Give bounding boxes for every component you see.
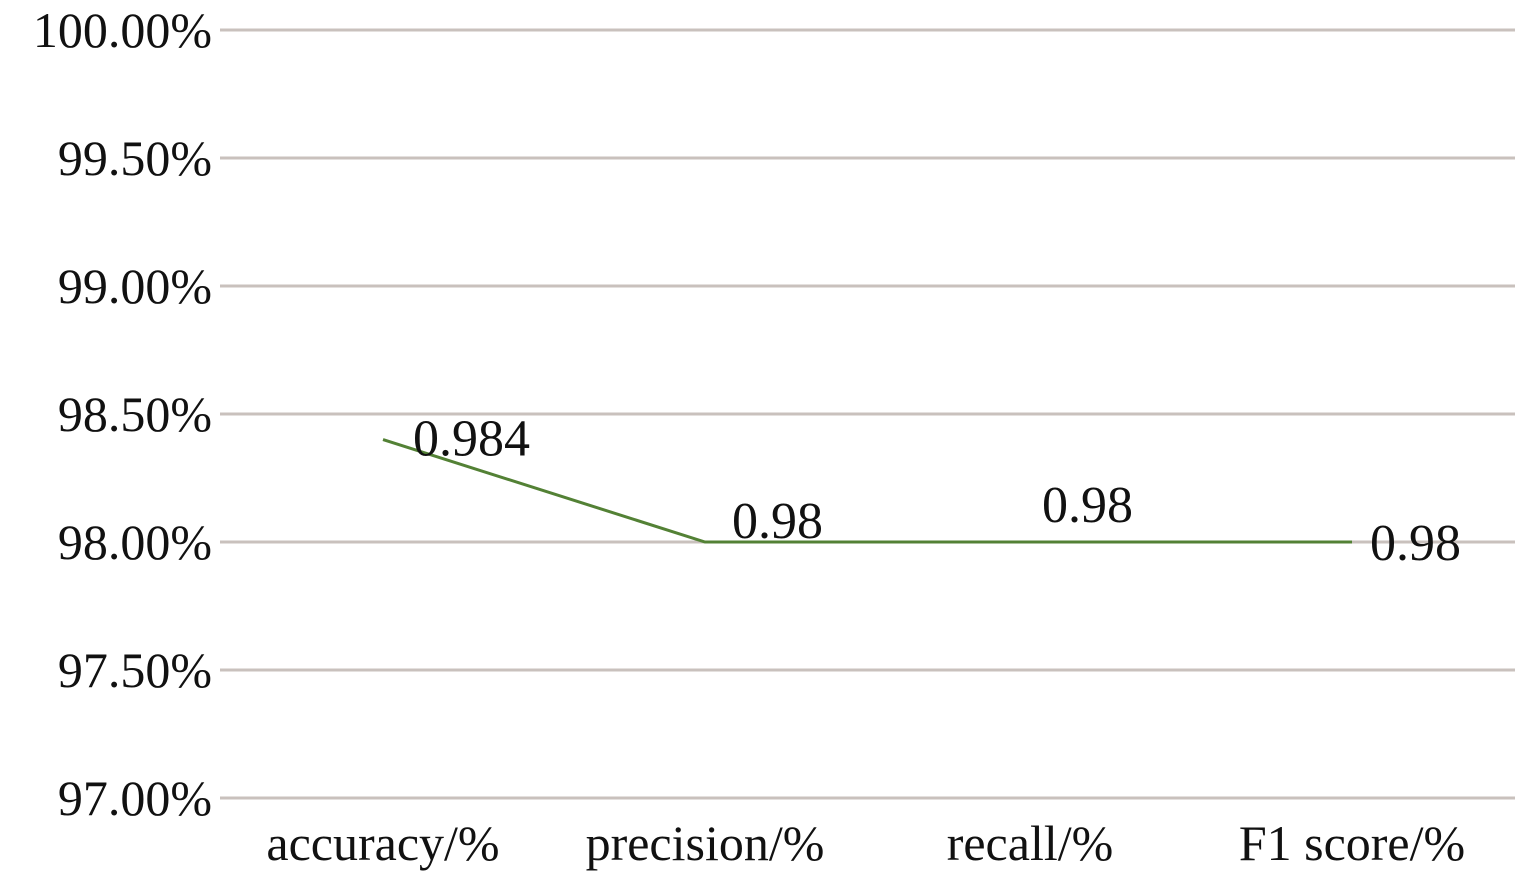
x-category-label: recall/% [947, 815, 1114, 871]
x-category-label: precision/% [586, 815, 825, 871]
x-axis-category-labels: accuracy/% precision/% recall/% F1 score/% [266, 815, 1465, 871]
series-line [382, 438, 1352, 544]
y-axis-tick-labels: 100.00% 99.50% 99.00% 98.50% 98.00% 97.50% 97.… [33, 2, 212, 826]
y-tick-label: 98.00% [58, 514, 212, 570]
x-category-label: accuracy/% [266, 815, 499, 871]
y-tick-label: 98.50% [58, 386, 212, 442]
series-line-group [382, 438, 1352, 544]
y-tick-label: 100.00% [33, 2, 212, 58]
y-tick-label: 97.00% [58, 770, 212, 826]
y-tick-label: 99.00% [58, 258, 212, 314]
data-labels: 0.984 0.98 0.98 0.98 [413, 411, 1461, 572]
data-label: 0.984 [413, 411, 530, 468]
data-label: 0.98 [1042, 477, 1133, 534]
data-label: 0.98 [732, 493, 823, 550]
data-label: 0.98 [1370, 515, 1461, 572]
x-category-label: F1 score/% [1239, 815, 1465, 871]
y-tick-label: 97.50% [58, 642, 212, 698]
y-tick-label: 99.50% [58, 130, 212, 186]
